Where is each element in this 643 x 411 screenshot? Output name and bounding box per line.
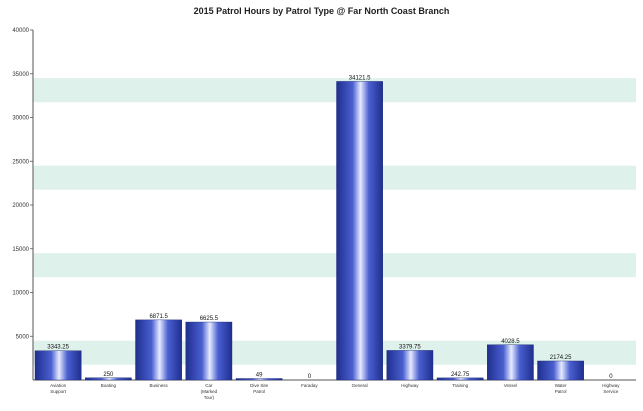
data-label: 0 <box>308 374 312 380</box>
category-label: Boating <box>101 383 117 388</box>
category-label: General <box>352 383 368 388</box>
category-label: Highway <box>401 383 419 388</box>
y-tick-label: 10000 <box>12 291 29 297</box>
data-label: 4028.5 <box>501 339 520 345</box>
data-label: 250 <box>103 372 114 378</box>
category-label: Faraday <box>301 383 318 388</box>
bar <box>336 81 383 381</box>
category-label: Training <box>452 383 469 388</box>
bars <box>34 81 584 381</box>
y-axis-ticks: 5000 10000 15000 20000 25000 30000 35000 40000 <box>12 28 33 340</box>
chart-title: 2015 Patrol Hours by Patrol Type @ Far N… <box>193 6 450 16</box>
grid-band <box>33 165 636 190</box>
bar <box>386 350 434 381</box>
bar <box>436 377 484 381</box>
category-label: Car (Marked Tour) <box>201 383 218 400</box>
bar <box>487 344 534 381</box>
data-label: 6625.5 <box>200 316 219 322</box>
y-tick-label: 35000 <box>12 72 29 78</box>
data-label: 49 <box>256 373 263 379</box>
y-tick-label: 30000 <box>12 116 29 122</box>
category-label: Business <box>149 383 168 388</box>
data-label: 3379.75 <box>399 344 421 350</box>
category-label: Highway Service <box>602 383 620 394</box>
data-labels: 3343.25 250 6871.5 6625.5 49 0 34121.5 3379.75 2… <box>47 75 613 380</box>
grid-band <box>33 253 636 278</box>
data-label: 2174.25 <box>550 355 572 361</box>
bar <box>235 378 283 381</box>
category-label: Aviation Support <box>50 383 67 394</box>
y-tick-label: 40000 <box>12 28 29 34</box>
category-labels: Aviation Support Boating Business Car (Marked… <box>50 383 620 400</box>
category-label: Vessel <box>504 383 517 388</box>
data-label: 6871.5 <box>149 314 168 320</box>
y-tick-label: 25000 <box>12 159 29 165</box>
data-label: 0 <box>609 374 613 380</box>
data-label: 34121.5 <box>349 75 371 81</box>
grid-band <box>33 78 636 103</box>
bar <box>34 350 82 381</box>
bar <box>185 321 233 381</box>
bar <box>537 360 584 381</box>
category-label: Dive Site Patrol <box>250 383 269 394</box>
y-tick-label: 5000 <box>16 334 30 340</box>
category-label: Water Patrol <box>555 383 567 394</box>
y-tick-label: 20000 <box>12 203 29 209</box>
bar <box>85 377 132 381</box>
grid-bands <box>33 78 636 365</box>
bar <box>135 319 182 381</box>
y-tick-label: 15000 <box>12 247 29 253</box>
data-label: 242.75 <box>451 372 470 378</box>
grid-band <box>33 340 636 365</box>
data-label: 3343.25 <box>47 345 69 351</box>
